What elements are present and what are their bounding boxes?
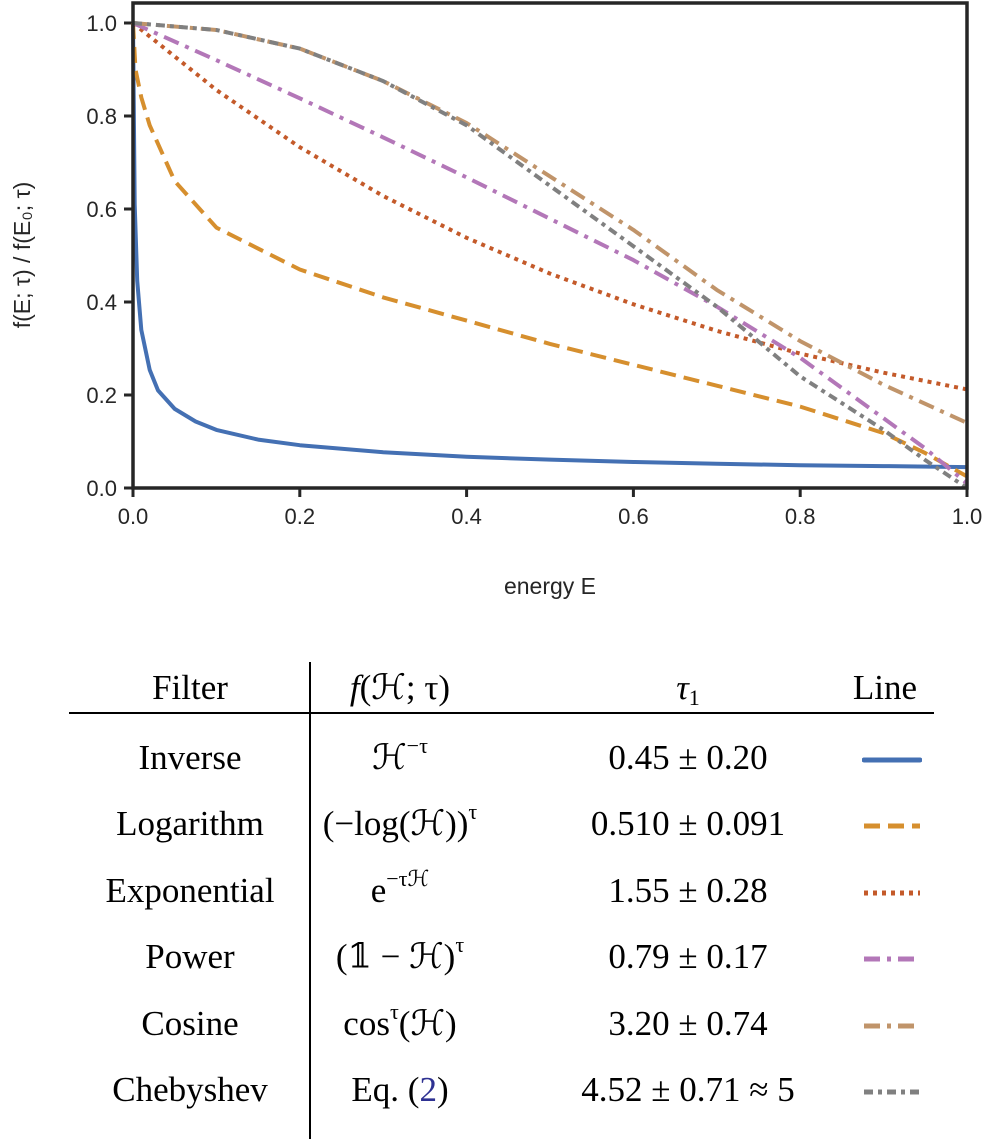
tau-value: 4.52 ± 0.71 ≈ 5 [581,1070,795,1109]
filter-name: Cosine [141,1004,239,1043]
axis-ticks: 0.0 0.2 0.4 0.6 0.8 1.0 0.0 0.2 0.4 0.6 0.8 1.0 [86,11,982,529]
filter-table: Filter f(ℋ; τ) τ1 Line Inverse ℋ−τ 0.45 … [0,640,990,1139]
series-line-cosine [132,21,968,425]
y-tick-label: 0.8 [86,104,117,129]
filter-name: Logarithm [116,804,264,843]
header-rule [69,712,934,714]
line-style-swatch [862,757,922,763]
line-style-swatch [864,1089,920,1095]
tau-value: 0.510 ± 0.091 [590,804,786,843]
filter-name: Chebyshev [112,1070,268,1109]
x-tick-label: 0.8 [785,504,816,529]
tau-value: 3.20 ± 0.74 [608,1004,768,1043]
y-axis-label: f(E; τ) / f(E₀; τ) [9,182,35,329]
header-filter: Filter [152,668,228,707]
tau-value: 0.45 ± 0.20 [608,738,768,777]
filter-name: Inverse [138,738,242,777]
plot-frame [131,1,969,490]
y-tick-label: 0.6 [86,197,117,222]
tau-value: 0.79 ± 0.17 [608,937,768,976]
filter-formula: (𝟙 − ℋ)τ [335,932,465,977]
chart: 0.0 0.2 0.4 0.6 0.8 1.0 0.0 0.2 0.4 0.6 0.8 1.0 ene… [9,1,982,599]
series-line-exponential [131,21,968,392]
y-tick-label: 1.0 [86,11,117,36]
y-tick-label: 0.4 [86,290,117,315]
line-style-swatch [864,956,920,962]
y-tick-label: 0.2 [86,383,117,408]
filter-formula: (−log(ℋ))τ [322,799,478,844]
x-tick-label: 0.4 [451,504,482,529]
series-line-power [132,21,969,485]
header-line: Line [852,668,918,707]
x-tick-label: 1.0 [952,504,983,529]
header-function: f(ℋ; τ) [349,668,451,707]
x-tick-label: 0.6 [618,504,649,529]
filter-name: Power [145,937,235,976]
line-style-swatch [864,823,920,829]
line-style-swatch [864,1023,920,1029]
x-axis-label: energy E [504,573,596,599]
filter-formula: Eq. (2) [351,1070,449,1109]
tau-value: 1.55 ± 0.28 [608,871,768,910]
series-line-logarithm [131,22,968,479]
x-tick-label: 0.0 [118,504,149,529]
filter-formula: ℋ−τ [372,733,428,778]
x-tick-label: 0.2 [285,504,316,529]
filter-formula: e−τℋ [370,866,430,911]
series-line-chebyshev [132,21,969,490]
filter-name: Exponential [105,871,275,910]
header-tau: τ1 [676,668,700,710]
column-divider [309,662,311,1139]
series-lines [131,21,969,490]
line-style-swatch [864,890,920,896]
series-line-inverse [131,22,968,470]
y-tick-label: 0.0 [86,476,117,501]
filter-formula: cosτ(ℋ) [343,999,457,1044]
